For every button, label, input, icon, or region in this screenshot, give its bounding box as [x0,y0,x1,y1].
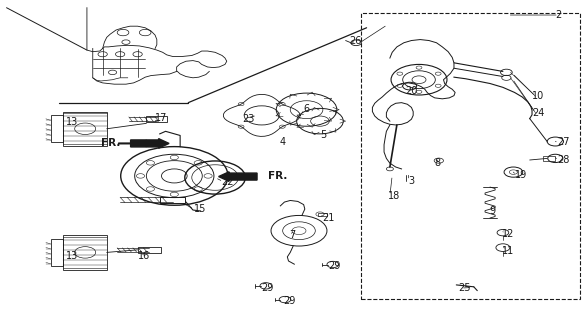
Text: 4: 4 [279,138,286,148]
Text: FR.: FR. [267,171,287,181]
Bar [147,116,168,123]
Bar [160,197,185,203]
Text: 24: 24 [532,108,544,118]
Text: 27: 27 [557,138,569,148]
Text: 26: 26 [349,36,361,46]
Text: FR.: FR. [102,138,121,148]
Text: 22: 22 [221,177,234,187]
Text: 28: 28 [557,155,569,165]
Text: 23: 23 [242,114,255,124]
FancyArrow shape [131,139,169,148]
Text: 20: 20 [406,85,418,96]
Bar [361,13,580,299]
Bar [63,112,107,146]
Bar [543,156,555,161]
Text: 18: 18 [388,191,401,201]
Text: 19: 19 [515,170,527,180]
Text: 9: 9 [489,206,495,216]
Text: 13: 13 [66,251,78,261]
Text: 7: 7 [289,230,296,240]
Text: 12: 12 [502,229,514,239]
Text: 17: 17 [155,113,168,123]
Bar [318,212,327,216]
Text: 13: 13 [66,117,78,127]
Text: 15: 15 [194,204,207,214]
Text: 2: 2 [555,10,562,20]
Text: 29: 29 [262,283,274,293]
Bar [63,235,107,270]
Text: 16: 16 [138,251,150,261]
Text: 29: 29 [328,261,340,271]
Text: 3: 3 [409,176,415,186]
Text: 29: 29 [283,296,296,306]
Text: 10: 10 [532,91,544,101]
Text: 11: 11 [502,246,514,256]
Bar [138,247,161,253]
Text: 8: 8 [434,158,441,168]
Text: 25: 25 [458,283,471,293]
Text: 21: 21 [322,213,335,223]
Text: 6: 6 [304,104,310,114]
Text: 5: 5 [320,130,326,140]
Bar [50,116,63,142]
Bar [50,239,63,266]
FancyArrow shape [218,172,257,181]
